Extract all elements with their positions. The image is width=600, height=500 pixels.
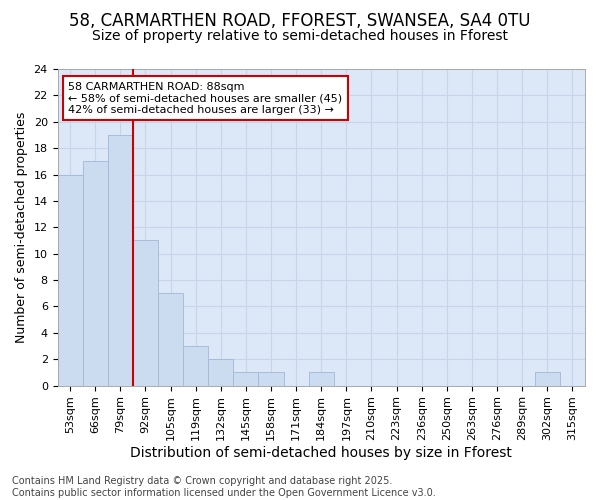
Bar [535, 372, 560, 386]
Bar [83, 162, 108, 386]
Bar [108, 135, 133, 386]
Bar [208, 359, 233, 386]
Bar [233, 372, 259, 386]
Bar [158, 294, 183, 386]
Bar [259, 372, 284, 386]
Bar [183, 346, 208, 386]
Text: 58, CARMARTHEN ROAD, FFOREST, SWANSEA, SA4 0TU: 58, CARMARTHEN ROAD, FFOREST, SWANSEA, S… [69, 12, 531, 30]
Text: Size of property relative to semi-detached houses in Fforest: Size of property relative to semi-detach… [92, 29, 508, 43]
Text: Contains HM Land Registry data © Crown copyright and database right 2025.
Contai: Contains HM Land Registry data © Crown c… [12, 476, 436, 498]
Text: 58 CARMARTHEN ROAD: 88sqm
← 58% of semi-detached houses are smaller (45)
42% of : 58 CARMARTHEN ROAD: 88sqm ← 58% of semi-… [68, 82, 342, 115]
Bar [309, 372, 334, 386]
X-axis label: Distribution of semi-detached houses by size in Fforest: Distribution of semi-detached houses by … [130, 446, 512, 460]
Bar [58, 174, 83, 386]
Bar [133, 240, 158, 386]
Y-axis label: Number of semi-detached properties: Number of semi-detached properties [15, 112, 28, 343]
